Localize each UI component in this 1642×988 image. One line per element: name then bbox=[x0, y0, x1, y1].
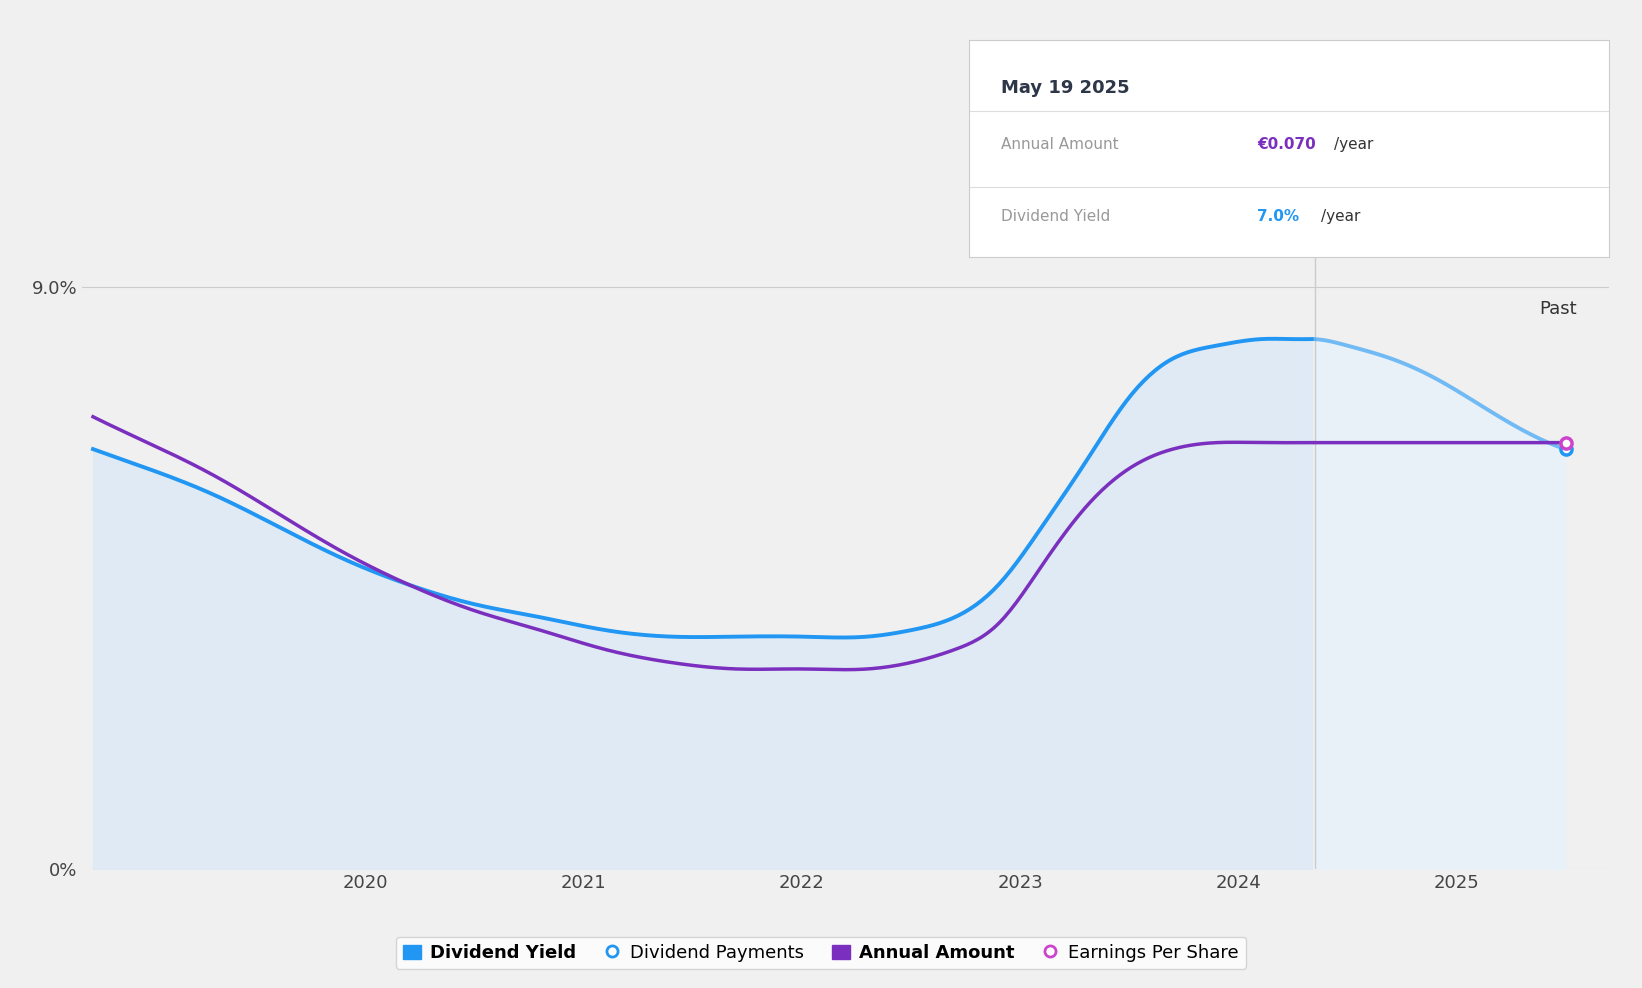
Text: 7.0%: 7.0% bbox=[1258, 209, 1299, 224]
Text: Dividend Yield: Dividend Yield bbox=[1002, 209, 1110, 224]
Legend: Dividend Yield, Dividend Payments, Annual Amount, Earnings Per Share: Dividend Yield, Dividend Payments, Annua… bbox=[396, 937, 1246, 969]
Text: /year: /year bbox=[1333, 137, 1373, 152]
Text: Annual Amount: Annual Amount bbox=[1002, 137, 1118, 152]
Text: May 19 2025: May 19 2025 bbox=[1002, 79, 1130, 97]
Text: /year: /year bbox=[1320, 209, 1360, 224]
Text: €0.070: €0.070 bbox=[1258, 137, 1315, 152]
Text: Past: Past bbox=[1539, 300, 1576, 318]
